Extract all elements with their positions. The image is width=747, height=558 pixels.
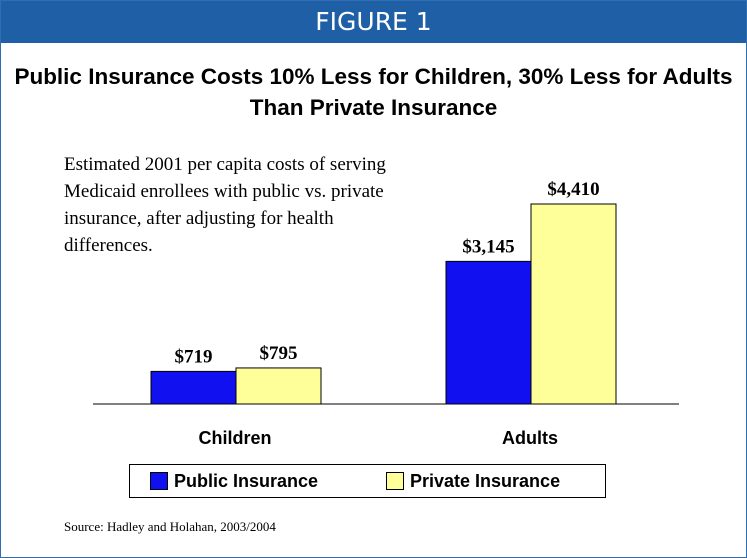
data-label-adults-public: $3,145 — [462, 236, 514, 257]
bar-adults-public — [445, 260, 532, 405]
legend-label-private: Private Insurance — [410, 470, 561, 491]
legend-label-public: Public Insurance — [174, 470, 319, 491]
chart-legend: Public Insurance Private Insurance — [129, 464, 606, 498]
chart-title: Public Insurance Costs 10% Less for Chil… — [14, 64, 733, 120]
data-label-children-public: $719 — [175, 346, 213, 367]
legend-swatch-public — [150, 472, 168, 490]
legend-item-public: Public Insurance — [150, 465, 318, 497]
bar-adults-private — [530, 203, 617, 405]
source-note: Source: Hadley and Holahan, 2003/2004 — [64, 519, 276, 534]
x-tick-label-children: Children — [198, 428, 271, 448]
data-label-adults-private: $4,410 — [547, 179, 599, 200]
chart-subtitle: Estimated 2001 per capita costs of servi… — [64, 154, 386, 256]
figure-header: FIGURE 1 — [1, 1, 746, 43]
legend-swatch-private — [386, 472, 404, 490]
data-label-children-private: $795 — [260, 343, 298, 364]
bar-children-private — [235, 367, 322, 405]
x-tick-label-adults: Adults — [502, 428, 558, 448]
bar-children-public — [150, 370, 237, 405]
legend-item-private: Private Insurance — [386, 465, 560, 497]
